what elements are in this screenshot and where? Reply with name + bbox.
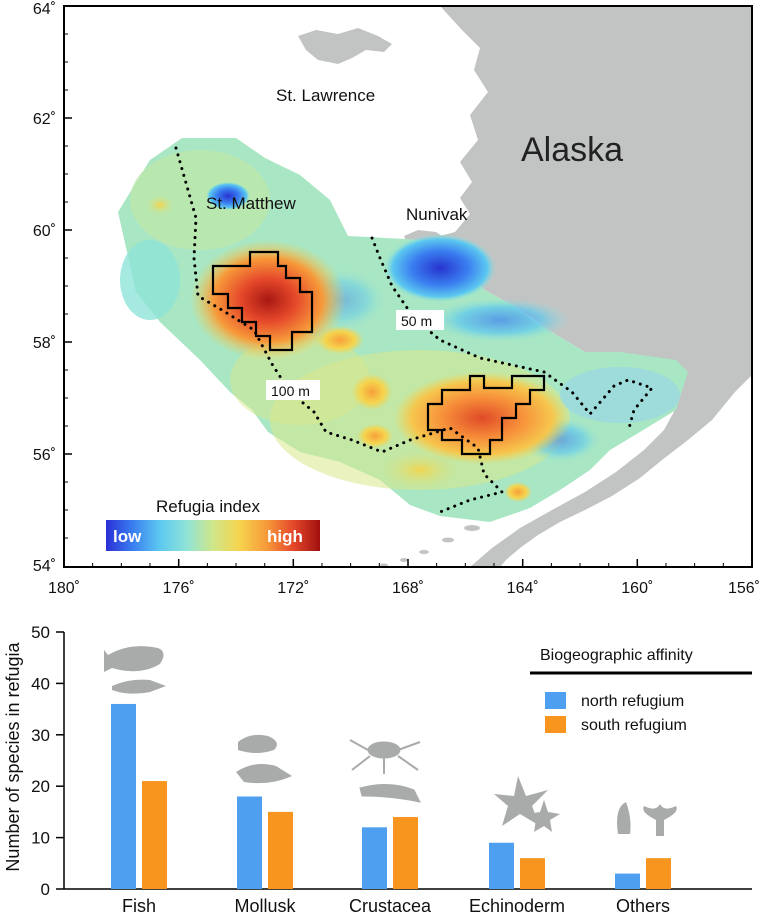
isobath-label-100m: 100 m (266, 380, 320, 400)
label-st-lawrence: St. Lawrence (276, 86, 375, 105)
category-label: Others (616, 896, 670, 915)
isobath-50m (370, 236, 655, 434)
bar-north-others (615, 873, 640, 889)
y-axis-title: Number of species in refugia (3, 641, 23, 871)
y-tick-label: 50 (31, 623, 50, 642)
category-label: Echinoderm (469, 896, 565, 915)
bar-north-echinoderm (489, 842, 514, 889)
category-label: Fish (122, 896, 156, 915)
y-tick-label: 30 (31, 726, 50, 745)
st-lawrence-island (298, 28, 392, 64)
starfish-icon (494, 776, 560, 832)
lat-tick-label: 56˚ (33, 447, 56, 464)
fish-icon (104, 646, 166, 694)
legend-label-south: south refugium (581, 717, 687, 734)
bars (111, 703, 671, 889)
lon-tick-label: 160˚ (621, 580, 653, 597)
lat-tick-label: 58˚ (33, 335, 56, 352)
latitude-ticks: 64˚ 62˚ 60˚ 58˚ 56˚ 54˚ (33, 1, 72, 575)
bar-south-mollusk (268, 811, 293, 889)
legend-title: Biogeographic affinity (540, 647, 693, 664)
refugia-map: 50 m 100 m St. Lawrence Alaska St. Matth… (33, 1, 760, 597)
lat-tick-label: 60˚ (33, 223, 56, 240)
lat-tick-label: 54˚ (33, 558, 56, 575)
category-labels: Fish Mollusk Crustacea Echinoderm Others (122, 896, 670, 915)
bar-south-echinoderm (520, 858, 545, 889)
anemone-icon (617, 802, 677, 836)
colorbar: Refugia index low high (106, 497, 320, 551)
bar-north-fish (111, 703, 136, 889)
label-alaska: Alaska (521, 131, 623, 169)
svg-text:50 m: 50 m (401, 313, 432, 329)
y-tick-label: 0 (41, 880, 50, 899)
legend-swatch-north (545, 692, 566, 709)
crab-icon (349, 739, 421, 803)
north-refugium-outline (211, 250, 314, 352)
bar-south-fish (142, 781, 167, 889)
lon-tick-label: 164˚ (507, 580, 539, 597)
y-ticks: 0 10 20 30 40 50 (31, 623, 64, 899)
lon-tick-label: 180˚ (48, 580, 80, 597)
y-tick-label: 10 (31, 829, 50, 848)
y-tick-label: 20 (31, 777, 50, 796)
legend-label-north: north refugium (581, 693, 684, 710)
colorbar-low-label: low (113, 527, 142, 546)
shell-icon (236, 734, 292, 784)
bar-north-mollusk (237, 796, 262, 889)
lon-tick-label: 172˚ (277, 580, 309, 597)
lat-tick-label: 64˚ (33, 1, 56, 18)
legend-swatch-south (545, 716, 566, 733)
isobath-label-50m: 50 m (396, 310, 444, 330)
south-refugium-outline (426, 374, 546, 456)
colorbar-title: Refugia index (156, 497, 260, 516)
lon-tick-label: 156˚ (728, 580, 760, 597)
svg-text:100 m: 100 m (271, 383, 310, 399)
map-layers: 50 m 100 m St. Lawrence Alaska St. Matth… (118, 6, 752, 567)
lat-tick-label: 62˚ (33, 111, 56, 128)
label-st-matthew: St. Matthew (206, 194, 296, 213)
legend: Biogeographic affinity north refugium so… (530, 647, 752, 734)
bar-north-crustacea (362, 827, 387, 889)
isobath-100m (174, 146, 505, 514)
bar-south-others (646, 858, 671, 889)
label-nunivak: Nunivak (406, 205, 468, 224)
lon-tick-label: 168˚ (392, 580, 424, 597)
category-label: Crustacea (349, 896, 432, 915)
category-label: Mollusk (234, 896, 296, 915)
longitude-ticks: 180˚ 176˚ 172˚ 168˚ 164˚ 160˚ 156˚ (48, 559, 760, 597)
colorbar-gradient (106, 520, 320, 551)
lon-tick-label: 176˚ (163, 580, 195, 597)
y-tick-label: 40 (31, 674, 50, 693)
species-bar-chart: Number of species in refugia 0 10 20 30 40 50… (3, 623, 752, 915)
colorbar-high-label: high (267, 527, 303, 546)
alaska-landmass (425, 6, 752, 567)
bar-south-crustacea (393, 817, 418, 889)
